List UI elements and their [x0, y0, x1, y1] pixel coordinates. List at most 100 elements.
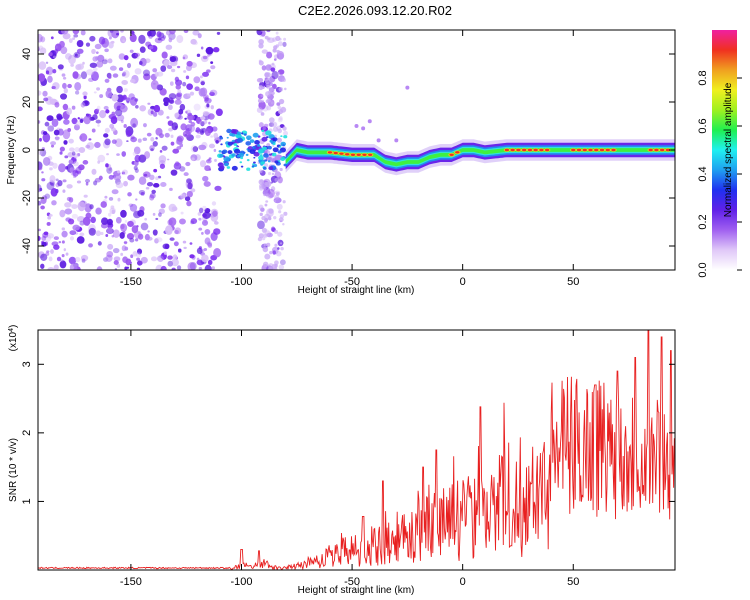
noise-blob	[171, 267, 176, 270]
noise-blob	[102, 59, 108, 65]
noise-blob	[92, 67, 98, 72]
noise-blob	[78, 146, 86, 153]
noise-blob	[158, 208, 165, 215]
cluster-blob	[246, 135, 252, 140]
ridge-hot-spot	[599, 148, 605, 152]
noise-blob	[60, 93, 68, 100]
noise-blob	[122, 70, 130, 78]
ridge-hot-spot	[582, 148, 587, 152]
ridge-hot-spot	[516, 148, 521, 152]
noise-blob	[211, 201, 217, 206]
noise-blob	[76, 216, 85, 223]
noise-blob	[85, 42, 91, 47]
noise-blob	[213, 221, 219, 225]
noise-blob	[125, 97, 131, 103]
noise-blob	[68, 38, 73, 44]
noise-blob	[196, 257, 200, 261]
noise-blob	[113, 260, 119, 265]
noise-blob	[40, 36, 46, 43]
noise-blob	[174, 229, 179, 235]
noise-blob	[80, 254, 89, 262]
noise-blob	[105, 163, 109, 168]
noise-blob	[182, 56, 186, 60]
cluster-blob	[265, 130, 272, 136]
noise-blob	[264, 253, 271, 260]
noise-blob	[173, 162, 182, 170]
noise-blob	[276, 250, 282, 257]
noise-blob	[63, 87, 68, 94]
noise-blob	[145, 186, 150, 190]
noise-blob	[135, 238, 139, 242]
noise-blob	[266, 156, 273, 162]
noise-blob	[134, 68, 142, 75]
noise-blob	[62, 32, 71, 40]
noise-blob	[62, 179, 67, 183]
noise-blob	[113, 116, 117, 120]
noise-blob	[173, 241, 179, 247]
noise-blob	[168, 93, 177, 100]
noise-blob	[48, 213, 53, 217]
noise-blob	[163, 97, 170, 104]
cluster-blob	[280, 135, 283, 138]
noise-blob	[182, 54, 188, 60]
noise-blob	[38, 200, 42, 206]
noise-blob	[277, 105, 282, 110]
noise-blob	[50, 144, 55, 148]
cluster-blob	[223, 162, 229, 167]
noise-blob	[82, 61, 85, 65]
noise-blob	[55, 136, 60, 141]
noise-blob	[38, 106, 43, 112]
noise-blob	[264, 181, 268, 186]
noise-blob	[68, 138, 74, 144]
snr-y-axis-title: SNR (10 * v/v)	[8, 438, 19, 502]
colorbar-tick-label: 0.2	[697, 214, 709, 229]
noise-blob	[274, 134, 277, 138]
noise-blob	[155, 176, 159, 181]
noise-blob	[277, 231, 283, 237]
noise-blob	[107, 243, 114, 250]
noise-blob	[91, 48, 96, 55]
noise-blob	[74, 81, 82, 91]
chart-title: C2E2.2026.093.12.20.R02	[298, 3, 452, 18]
noise-blob	[137, 260, 143, 266]
noise-blob	[116, 153, 120, 156]
noise-blob	[68, 54, 76, 65]
noise-blob	[69, 230, 77, 236]
noise-blob	[206, 241, 213, 247]
noise-blob	[120, 119, 124, 124]
noise-blob	[57, 179, 63, 187]
noise-blob	[40, 197, 47, 204]
cluster-blob	[252, 132, 259, 138]
noise-blob	[38, 33, 43, 43]
noise-blob	[150, 137, 155, 142]
noise-blob	[215, 139, 219, 144]
noise-blob	[111, 127, 116, 132]
noise-blob	[283, 130, 289, 136]
noise-blob	[267, 263, 274, 269]
noise-blob	[190, 38, 197, 45]
noise-blob	[204, 237, 211, 245]
noise-blob	[124, 219, 128, 223]
noise-blob	[127, 174, 135, 181]
noise-blob	[114, 268, 118, 270]
noise-blob	[142, 69, 151, 77]
noise-blob	[88, 243, 93, 248]
scatter-blob	[354, 124, 359, 128]
colorbar-tick-label: 0.6	[697, 118, 709, 133]
noise-blob	[150, 80, 159, 90]
noise-blob	[58, 241, 62, 244]
noise-blob	[143, 123, 147, 128]
noise-blob	[117, 170, 120, 174]
noise-blob	[155, 217, 159, 221]
noise-blob	[196, 247, 203, 254]
noise-blob	[123, 240, 128, 245]
noise-blob	[174, 99, 182, 105]
noise-blob	[60, 30, 69, 35]
noise-blob	[179, 218, 186, 225]
noise-blob	[214, 158, 217, 162]
noise-blob	[42, 131, 48, 136]
noise-blob	[169, 56, 177, 63]
noise-blob	[41, 241, 47, 247]
noise-blob	[279, 259, 286, 266]
noise-blob	[190, 121, 196, 127]
